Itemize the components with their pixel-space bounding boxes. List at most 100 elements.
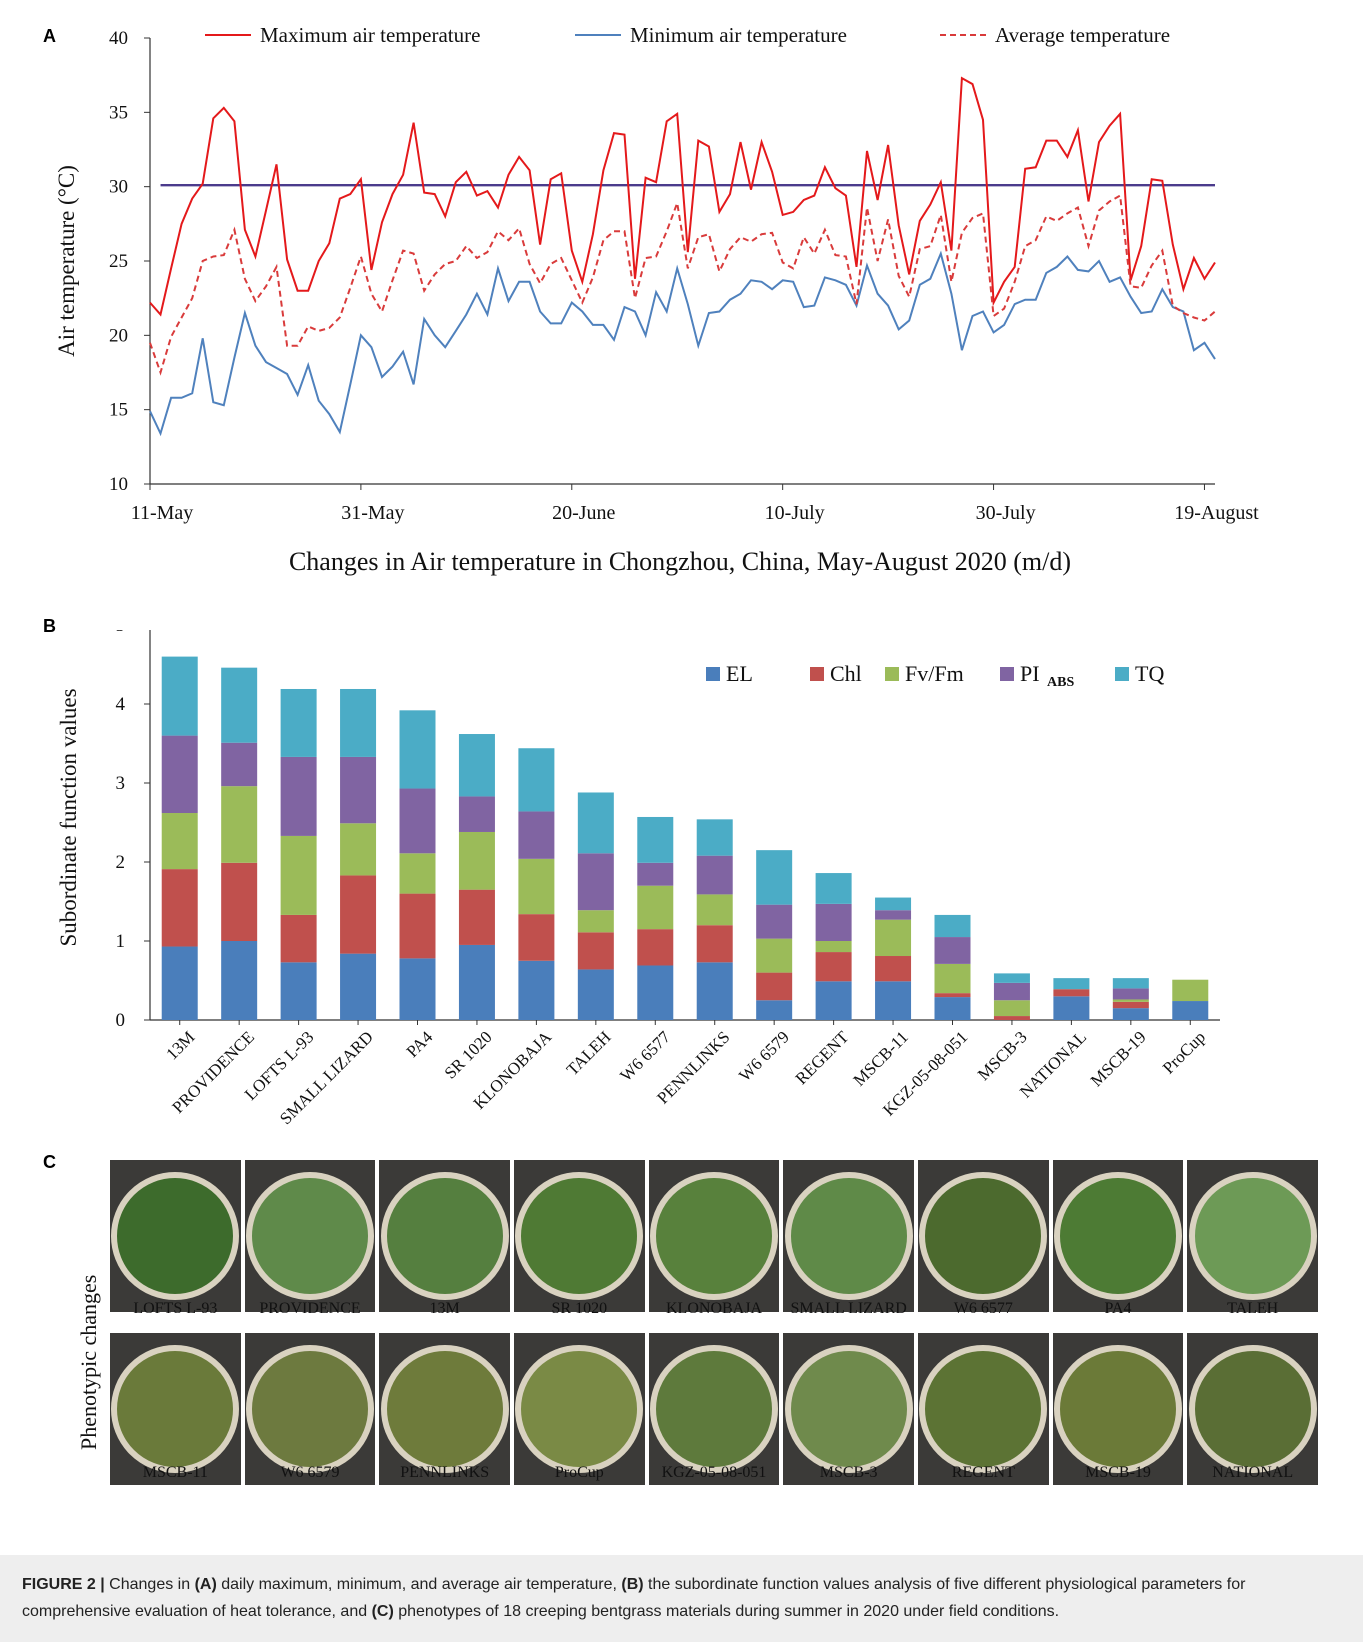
grass-pot-image [111,1172,240,1300]
bar-segment-chl [577,932,614,970]
bar-segment-chl [399,893,436,959]
bar-segment-chl [815,952,852,982]
phenotype-photo [1187,1160,1319,1312]
bar-segment-el [518,960,555,1020]
y-tick-label: 30 [109,177,128,198]
phenotype-label: KLONOBAJA [666,1300,762,1317]
x-tick-label: 10-July [765,502,825,524]
legend-label-subscript: ABS [1047,675,1074,690]
caption-ref-b: (B) [621,1576,644,1593]
bar-segment-el [221,941,258,1020]
bar-segment-tq [458,734,495,797]
phenotype-label: SR 1020 [551,1300,608,1317]
legend-label: PI [1020,661,1040,686]
phenotype-label: PA4 [1104,1300,1132,1317]
x-tick-label: MSCB-19 [1087,1027,1150,1090]
bar-segment-fvfm [221,786,258,863]
grass-pot-image [111,1345,240,1473]
x-tick-label: ProCup [1159,1027,1209,1077]
phenotype-axis-label: Phenotypic changes [76,1274,101,1450]
grass-pot-image [1188,1172,1317,1300]
bar-segment-el [1053,996,1090,1020]
legend-swatch [706,667,720,681]
bar-segment-chl [1112,1001,1149,1009]
bar-segment-tq [518,748,555,812]
bar-segment-pi [340,756,377,824]
phenotype-label: LOFTS L-93 [133,1300,218,1317]
legend-label: Maximum air temperature [260,23,480,47]
caption-ref-a: (A) [194,1576,217,1593]
bar-segment-tq [1112,978,1149,989]
y-tick-label: 35 [109,102,128,123]
legend-label: Minimum air temperature [630,23,847,47]
phenotype-photo [648,1333,780,1485]
bar-segment-el [1112,1008,1149,1020]
phenotype-label: 13M [429,1300,460,1317]
legend-swatch [1000,667,1014,681]
y-tick-label: 15 [109,400,128,421]
bar-segment-pi [875,910,912,920]
phenotype-photo-row-1 [110,1160,1319,1312]
bar-segment-fvfm [756,938,793,973]
bar-segment-fvfm [1172,979,1209,1002]
legend-swatch [1115,667,1129,681]
phenotype-photo [244,1160,376,1312]
y-tick-label: 2 [116,852,126,873]
phenotype-label: W6 6579 [280,1464,340,1481]
y-tick-label: 5 [116,630,126,636]
bar-segment-el [577,969,614,1020]
y-tick-label: 3 [116,773,126,794]
phenotype-photo [514,1160,645,1312]
bar-segment-fvfm [875,919,912,957]
bar-segment-tq [993,973,1030,983]
phenotype-photo [918,1160,1049,1312]
bar-segment-tq [280,688,317,757]
bar-segment-el [756,1000,793,1020]
bar-segment-chl [993,1016,1030,1020]
bar-segment-pi [637,862,674,886]
bar-segment-el [637,965,674,1020]
bar-segment-pi [1112,988,1149,1000]
x-tick-label: W6 6577 [616,1027,674,1085]
bar-segment-chl [161,869,198,947]
bar-segment-chl [1053,989,1090,997]
legend-label: Chl [830,661,862,686]
phenotype-photo [110,1333,241,1485]
x-tick-label: REGENT [792,1027,853,1088]
legend-swatch [885,667,899,681]
phenotype-label: ProCup [554,1464,604,1481]
phenotype-label: PENNLINKS [400,1464,490,1481]
phenotype-photo [1052,1160,1184,1312]
phenotype-label: PROVIDENCE [259,1300,361,1317]
bar-segment-tq [756,850,793,905]
bar-segment-el [815,981,852,1020]
phenotype-photo [110,1160,241,1312]
caption-label: FIGURE 2 | [22,1576,105,1593]
bar-segment-pi [577,853,614,911]
series-line-average-temperature [149,193,1216,376]
legend-label: TQ [1135,661,1164,686]
x-tick-label: 11-May [131,502,194,524]
x-tick-label: 19-August [1174,502,1259,524]
legend-swatch [810,667,824,681]
bar-segment-el [399,958,436,1020]
bar-segment-tq [577,792,614,854]
bar-segment-el [696,962,733,1020]
grass-pot-image [380,1345,509,1473]
temperature-line-chart: 10 15 20 25 30 35 40 11-May 31-May 20-June 10-July… [54,23,1259,576]
y-tick-label: 10 [109,474,128,495]
caption-text-3: the subordinate function values analysis… [22,1576,1246,1620]
y-tick-label: 0 [116,1010,126,1031]
grass-pot-image [1188,1345,1317,1473]
bar-segment-pi [993,982,1030,1001]
bar-segment-chl [458,889,495,945]
bar-segment-pi [934,937,971,964]
bar-segment-chl [280,914,317,963]
legend-label: Fv/Fm [905,661,964,686]
chart-title: Changes in Air temperature in Chongzhou,… [289,547,1071,576]
phenotype-label: MSCB-3 [819,1464,878,1481]
x-tick-label: TALEH [563,1027,615,1079]
bar-segment-fvfm [280,835,317,915]
bar-segment-chl [221,862,258,941]
bar-segment-el [1172,1001,1209,1020]
